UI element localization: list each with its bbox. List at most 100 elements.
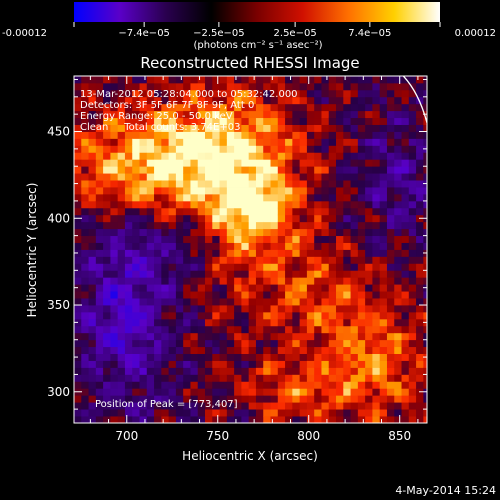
heatmap-cell bbox=[277, 256, 286, 264]
heatmap-cell bbox=[168, 89, 177, 98]
heatmap-cell bbox=[226, 187, 235, 195]
heatmap-cell bbox=[401, 235, 410, 243]
heatmap-cell bbox=[139, 256, 148, 264]
heatmap-cell bbox=[175, 82, 184, 91]
heatmap-cell bbox=[234, 117, 242, 125]
heatmap-cell bbox=[234, 82, 242, 91]
heatmap-cell bbox=[255, 187, 264, 195]
heatmap-cell bbox=[423, 207, 427, 216]
heatmap-cell bbox=[285, 82, 293, 91]
heatmap-cell bbox=[350, 235, 359, 243]
heatmap-cell bbox=[117, 159, 126, 167]
heatmap-cell bbox=[110, 277, 119, 285]
heatmap-cell bbox=[132, 353, 140, 361]
heatmap-cell bbox=[103, 353, 111, 361]
heatmap-cell bbox=[314, 332, 322, 341]
heatmap-cell bbox=[241, 89, 250, 98]
heatmap-cell bbox=[321, 193, 330, 202]
heatmap-cell bbox=[234, 381, 242, 389]
heatmap-cell bbox=[314, 214, 322, 223]
heatmap-cell bbox=[343, 173, 351, 181]
heatmap-cell bbox=[161, 388, 170, 396]
heatmap-cell bbox=[154, 96, 162, 105]
x-tick-label: 700 bbox=[115, 429, 138, 443]
heatmap-cell bbox=[277, 381, 286, 389]
heatmap-cell bbox=[212, 416, 220, 423]
heatmap-cell bbox=[328, 124, 337, 132]
heatmap-cell bbox=[132, 235, 140, 243]
heatmap-cell bbox=[386, 228, 395, 237]
heatmap-cell bbox=[234, 131, 242, 139]
heatmap-cell bbox=[212, 249, 220, 257]
heatmap-cell bbox=[255, 409, 264, 417]
heatmap-cell bbox=[306, 311, 315, 320]
heatmap-cell bbox=[386, 270, 395, 278]
heatmap-cell bbox=[365, 318, 373, 327]
heatmap-cell bbox=[386, 117, 395, 125]
heatmap-cell bbox=[190, 173, 199, 181]
heatmap-cell bbox=[306, 159, 315, 167]
heatmap-cell bbox=[81, 291, 89, 299]
heatmap-cell bbox=[168, 207, 177, 216]
heatmap-cell bbox=[423, 402, 427, 410]
heatmap-cell bbox=[205, 298, 213, 306]
heatmap-cell bbox=[343, 291, 351, 299]
heatmap-cell bbox=[139, 131, 148, 139]
heatmap-cell bbox=[154, 89, 162, 98]
heatmap-cell bbox=[219, 214, 228, 223]
heatmap-cell bbox=[379, 318, 388, 327]
heatmap-cell bbox=[132, 89, 140, 98]
heatmap-cell bbox=[95, 402, 104, 410]
heatmap-cell bbox=[139, 193, 148, 202]
heatmap-cell bbox=[379, 416, 388, 423]
heatmap-cell bbox=[168, 76, 177, 84]
heatmap-cell bbox=[408, 339, 417, 348]
colorbar-ticks: -0.00012 −7.4e−05 −2.5e−05 2.5e−05 7.4e−05 0.… bbox=[2, 22, 496, 39]
heatmap-cell bbox=[263, 82, 271, 91]
heatmap-cell bbox=[394, 228, 402, 237]
heatmap-cell bbox=[161, 228, 170, 237]
heatmap-cell bbox=[394, 166, 402, 174]
heatmap-cell bbox=[372, 339, 381, 348]
heatmap-cell bbox=[161, 200, 170, 209]
heatmap-cell bbox=[124, 124, 133, 132]
heatmap-cell bbox=[132, 374, 140, 382]
heatmap-cell bbox=[408, 173, 417, 181]
heatmap-cell bbox=[292, 76, 301, 84]
heatmap-cell bbox=[88, 221, 97, 230]
heatmap-cell bbox=[110, 166, 119, 174]
annotation-time-range: 13-Mar-2012 05:28:04.000 to 05:32:42.000 bbox=[80, 89, 298, 100]
heatmap-cell bbox=[132, 124, 140, 132]
heatmap-cell bbox=[292, 159, 301, 167]
heatmap-cell bbox=[343, 221, 351, 230]
heatmap-cell bbox=[212, 325, 220, 334]
heatmap-cell bbox=[226, 117, 235, 125]
x-tick-label: 800 bbox=[297, 429, 320, 443]
heatmap-cell bbox=[401, 214, 410, 223]
heatmap-cell bbox=[299, 388, 308, 396]
heatmap-cell bbox=[292, 138, 301, 146]
heatmap-cell bbox=[255, 138, 264, 146]
heatmap-cell bbox=[379, 395, 388, 403]
heatmap-cell bbox=[146, 291, 155, 299]
heatmap-cell bbox=[299, 374, 308, 382]
heatmap-cell bbox=[255, 305, 264, 313]
heatmap-cell bbox=[146, 76, 155, 84]
heatmap-cell bbox=[336, 173, 344, 181]
heatmap-cell bbox=[139, 103, 148, 112]
heatmap-cell bbox=[241, 103, 250, 112]
heatmap-cell bbox=[110, 145, 119, 153]
heatmap-cell bbox=[365, 228, 373, 237]
heatmap-cell bbox=[190, 187, 199, 195]
heatmap-cell bbox=[328, 249, 337, 257]
heatmap-cell bbox=[132, 360, 140, 368]
heatmap-cell bbox=[255, 381, 264, 389]
heatmap-cell bbox=[248, 221, 257, 230]
heatmap-cell bbox=[124, 367, 133, 375]
heatmap-cell bbox=[321, 214, 330, 223]
heatmap-cell bbox=[205, 235, 213, 243]
heatmap-cell bbox=[183, 110, 191, 119]
heatmap-cell bbox=[394, 235, 402, 243]
heatmap-cell bbox=[74, 374, 82, 382]
heatmap-cell bbox=[350, 318, 359, 327]
